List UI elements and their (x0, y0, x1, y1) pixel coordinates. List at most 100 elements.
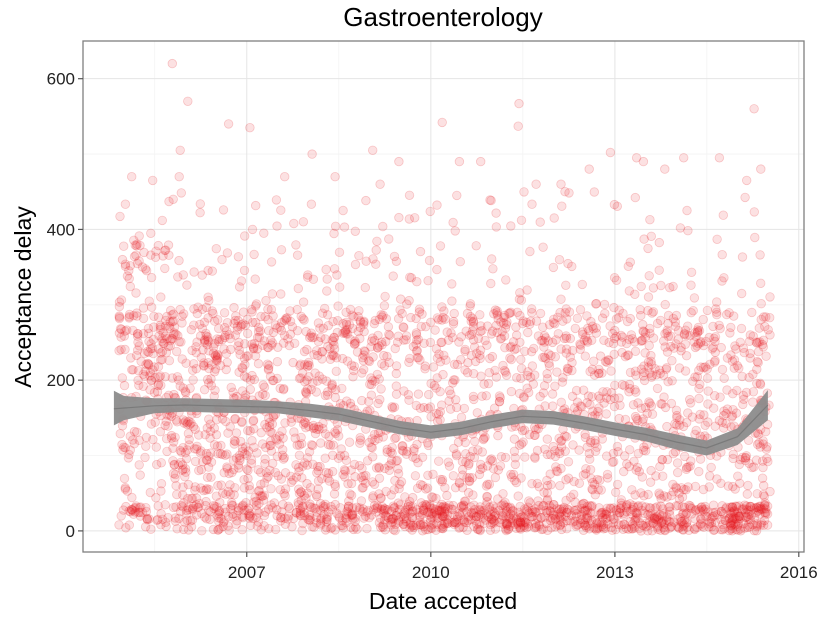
scatter-point (760, 509, 771, 519)
scatter-point (438, 523, 448, 533)
scatter-point (539, 487, 549, 498)
scatter-point (702, 364, 712, 374)
scatter-point (710, 332, 721, 342)
scatter-point (359, 364, 369, 375)
scatter-point (269, 498, 280, 508)
scatter-point (323, 387, 333, 397)
scatter-point (527, 304, 537, 314)
scatter-point (343, 479, 353, 489)
scatter-point (231, 510, 242, 521)
scatter-point (156, 479, 167, 489)
scatter-point (254, 486, 264, 497)
scatter-point (133, 337, 143, 348)
scatter-point (218, 205, 229, 215)
scatter-point (547, 337, 558, 348)
scatter-point (200, 512, 210, 522)
minor-gridlines (83, 41, 804, 552)
scatter-point (749, 207, 760, 217)
scatter-point (199, 385, 210, 395)
scatter-point (478, 509, 488, 520)
scatter-point (278, 499, 288, 510)
scatter-point (345, 398, 356, 409)
scatter-point (240, 442, 251, 452)
scatter-point (334, 247, 345, 258)
scatter-point (755, 250, 765, 260)
scatter-point (749, 104, 759, 114)
scatter-point (581, 469, 591, 479)
scatter-point (494, 391, 505, 401)
scatter-point (366, 390, 377, 400)
scatter-point (299, 491, 310, 501)
scatter-point (263, 342, 274, 353)
scatter-point (728, 453, 738, 464)
scatter-point (672, 458, 683, 468)
scatter-point (232, 516, 242, 526)
scatter-point (710, 347, 721, 358)
scatter-point (366, 336, 377, 346)
scatter-point (171, 502, 181, 512)
scatter-point (752, 489, 762, 499)
scatter-point (383, 322, 394, 332)
scatter-point (694, 393, 704, 404)
scatter-point (256, 525, 266, 535)
scatter-point (664, 502, 674, 512)
scatter-point (518, 318, 528, 329)
scatter-point (243, 351, 253, 361)
scatter-point (695, 506, 705, 516)
scatter-point (471, 511, 481, 522)
scatter-point (552, 367, 562, 377)
scatter-point (223, 428, 233, 438)
scatter-point (544, 361, 555, 371)
scatter-point (242, 328, 253, 339)
scatter-point (456, 332, 467, 342)
scatter-point (312, 518, 322, 528)
scatter-point (462, 507, 472, 517)
scatter-point (609, 514, 620, 524)
scatter-point (413, 458, 423, 468)
scatter-point (527, 199, 537, 209)
scatter-point (457, 456, 468, 467)
scatter-point (135, 507, 145, 518)
scatter-point (420, 361, 430, 371)
scatter-point (750, 232, 760, 243)
scatter-point (265, 465, 275, 476)
scatter-point (217, 254, 227, 265)
scatter-point (644, 271, 654, 281)
scatter-point (404, 190, 415, 201)
scatter-point (275, 485, 286, 495)
scatter-point (220, 330, 230, 341)
scatter-point (645, 214, 655, 225)
scatter-point (712, 234, 722, 245)
scatter-point (728, 389, 738, 399)
scatter-point (444, 396, 454, 406)
scatter-point (630, 411, 641, 422)
scatter-point (127, 492, 137, 503)
scatter-point (369, 429, 380, 440)
scatter-point (440, 508, 450, 519)
scatter-point (703, 417, 713, 427)
scatter-point (428, 492, 438, 503)
scatter-point (627, 524, 638, 534)
scatter-point (114, 520, 124, 530)
scatter-point (689, 523, 700, 534)
scatter-point (415, 403, 426, 413)
scatter-point (302, 478, 312, 489)
scatter-point (506, 513, 516, 524)
scatter-point (302, 453, 313, 463)
scatter-point (150, 373, 160, 383)
scatter-point (276, 289, 286, 299)
scatter-point (174, 171, 184, 182)
scatter-point (329, 264, 340, 274)
scatter-point (520, 346, 530, 357)
scatter-point (256, 467, 266, 478)
scatter-point (164, 321, 174, 331)
scatter-point (341, 307, 351, 318)
scatter-point (166, 411, 177, 422)
scatter-point (174, 255, 184, 266)
scatter-point (648, 518, 658, 528)
scatter-point (548, 318, 559, 328)
scatter-point (397, 445, 408, 456)
scatter-point (659, 519, 669, 530)
scatter-point (638, 156, 649, 167)
scatter-point (447, 296, 457, 306)
